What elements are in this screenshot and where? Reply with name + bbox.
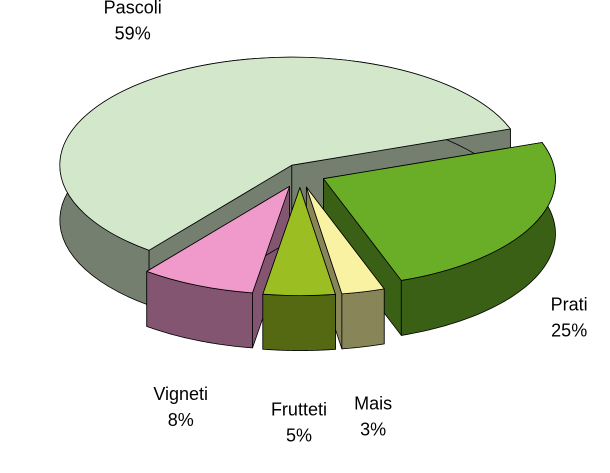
slice-rim — [341, 288, 385, 350]
value-label: 8% — [168, 410, 194, 430]
value-label: 25% — [551, 321, 587, 341]
value-label: 59% — [115, 24, 151, 44]
slice-label: Mais — [354, 394, 392, 414]
slice — [323, 142, 556, 281]
value-label: 5% — [286, 425, 312, 445]
slice — [59, 56, 511, 251]
slice — [146, 185, 290, 294]
value-label: 3% — [360, 420, 386, 440]
slice-label: Prati — [551, 295, 588, 315]
slice-label: Frutteti — [271, 399, 327, 419]
slice — [305, 186, 385, 295]
slice-label: Vigneti — [153, 384, 208, 404]
slice-label: Pascoli — [104, 0, 162, 18]
slice — [262, 187, 336, 296]
slice-rim — [262, 293, 336, 351]
